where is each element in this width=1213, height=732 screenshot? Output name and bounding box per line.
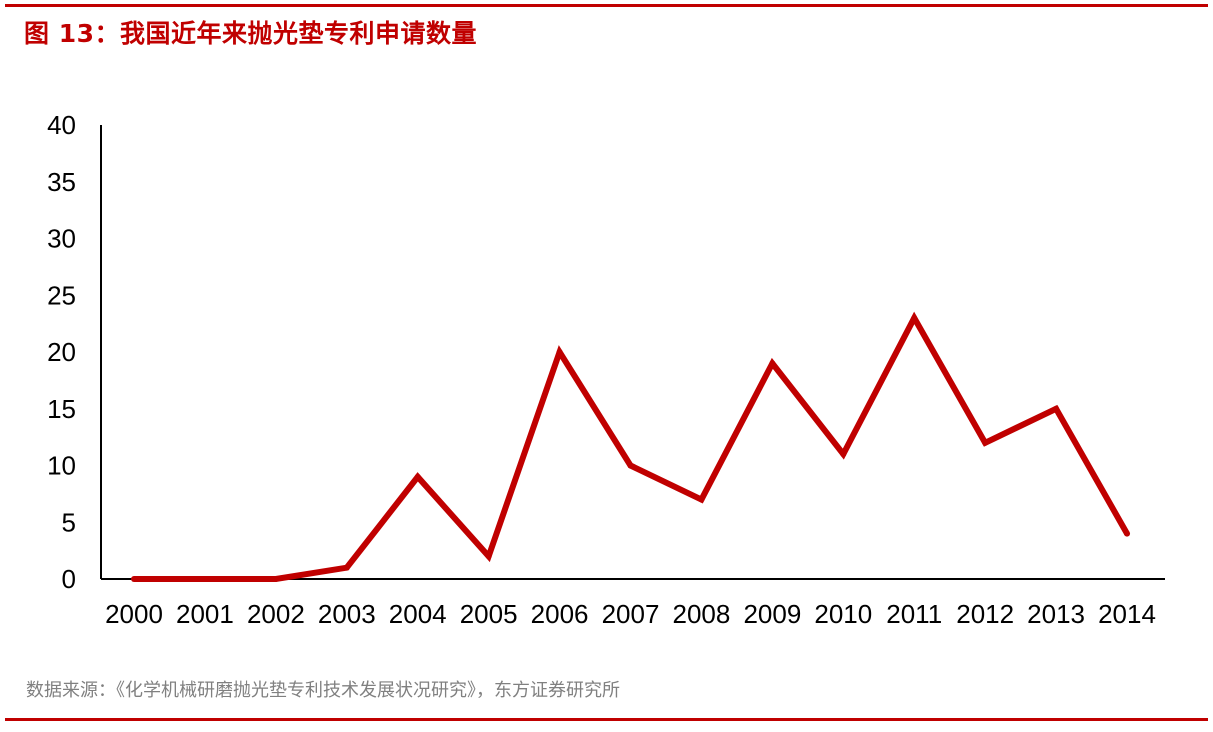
- series-line: [134, 311, 1130, 582]
- figure-title: 图 13：我国近年来抛光垫专利申请数量: [24, 19, 477, 48]
- x-tick-label: 2008: [673, 599, 731, 629]
- top-rule: [5, 4, 1208, 7]
- x-tick-label: 2009: [743, 599, 801, 629]
- y-tick-label: 35: [47, 167, 76, 197]
- y-tick-label: 30: [47, 224, 76, 254]
- x-tick-label: 2001: [176, 599, 234, 629]
- x-tick-label: 2005: [460, 599, 518, 629]
- data-point: [343, 564, 350, 571]
- data-point: [840, 451, 847, 458]
- data-point: [556, 349, 563, 355]
- source-note: 数据来源：《化学机械研磨抛光垫专利技术发展状况研究》，东方证券研究所: [26, 680, 620, 701]
- y-tick-label: 40: [47, 110, 76, 140]
- y-tick-label: 25: [47, 280, 76, 310]
- y-tick-label: 5: [62, 507, 76, 537]
- data-point: [272, 576, 279, 582]
- data-point: [982, 439, 989, 446]
- y-tick-label: 10: [47, 451, 76, 481]
- x-tick-label: 2000: [105, 599, 163, 629]
- x-tick-label: 2011: [886, 599, 942, 629]
- data-point: [414, 473, 421, 480]
- y-tick-label: 15: [47, 394, 76, 424]
- data-point: [1053, 405, 1060, 412]
- x-tick-label: 2006: [531, 599, 589, 629]
- data-point: [627, 462, 634, 469]
- x-tick-label: 2002: [247, 599, 305, 629]
- x-tick-label: 2010: [814, 599, 872, 629]
- x-tick-label: 2014: [1098, 599, 1156, 629]
- data-point: [911, 314, 918, 321]
- data-point: [769, 360, 776, 367]
- x-tick-label: 2013: [1027, 599, 1085, 629]
- x-tick-label: 2007: [602, 599, 660, 629]
- data-point: [131, 576, 137, 582]
- x-tick-label: 2003: [318, 599, 376, 629]
- data-point: [698, 496, 705, 503]
- data-point: [485, 553, 492, 560]
- bottom-rule: [5, 718, 1208, 721]
- data-point: [1124, 530, 1131, 537]
- x-tick-label: 2004: [389, 599, 447, 629]
- y-tick-label: 0: [62, 564, 76, 594]
- x-tick-label: 2012: [956, 599, 1014, 629]
- data-point: [201, 576, 208, 582]
- y-tick-label: 20: [47, 337, 76, 367]
